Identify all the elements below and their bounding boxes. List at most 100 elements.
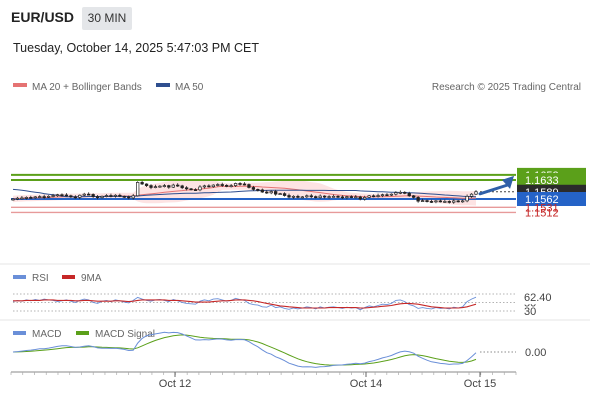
candles <box>11 180 478 204</box>
candle-down <box>349 196 353 198</box>
candle-up <box>162 185 167 187</box>
candle-up <box>46 195 51 198</box>
candle-up <box>100 195 104 199</box>
candle-up <box>158 185 162 188</box>
candle-down <box>176 184 180 187</box>
candle-up <box>443 201 447 203</box>
candle-down <box>282 193 287 196</box>
candle-down <box>91 194 95 197</box>
candle-up <box>460 200 465 203</box>
candle-up <box>202 185 207 188</box>
candle-down <box>69 195 73 198</box>
forecast-arrow-head <box>502 175 514 189</box>
candle-up <box>171 184 175 188</box>
chart-datetime: Tuesday, October 14, 2025 5:47:03 PM CET <box>13 41 259 55</box>
candle-up <box>452 200 456 203</box>
candle-down <box>220 184 224 186</box>
candle-down <box>29 197 33 199</box>
candle-down <box>260 189 264 193</box>
candle-up <box>198 186 202 191</box>
candle-down <box>340 196 345 199</box>
key-levels <box>11 173 516 214</box>
candle-down <box>87 193 91 196</box>
candle-up <box>269 191 273 194</box>
candle-down <box>429 201 434 203</box>
candle-up <box>113 194 118 197</box>
candle-down <box>225 184 229 187</box>
level-label-1.1531: 1.1531 <box>525 202 559 214</box>
candle-down <box>207 185 211 188</box>
candle-up <box>363 197 367 200</box>
candle-up <box>211 184 215 188</box>
candle-up <box>331 195 336 198</box>
candle-down <box>336 195 340 198</box>
instrument-symbol: EUR/USD <box>11 9 75 25</box>
candle-up <box>465 195 469 202</box>
candle-up <box>380 194 385 197</box>
candle-down <box>242 183 247 186</box>
candle-down <box>64 194 69 197</box>
legend-label-rsi-ma: 9MA <box>81 273 102 284</box>
copyright-text: Research © 2025 Trading Central <box>432 82 581 93</box>
forecast-arrow <box>478 175 514 196</box>
macd-panel: 0.00 <box>12 331 546 368</box>
candle-up <box>354 196 358 199</box>
legend-label-ma50: MA 50 <box>175 82 204 93</box>
rsi-last-label: 62.40 <box>524 292 552 304</box>
candle-up <box>33 196 37 199</box>
candle-up <box>20 197 24 200</box>
rsi-panel: 70503062.40 <box>12 289 555 318</box>
candle-down <box>251 187 256 190</box>
candle-down <box>247 184 251 188</box>
candle-down <box>371 195 376 198</box>
main-legend: MA 20 + Bollinger Bands MA 50 Research ©… <box>13 82 581 93</box>
candle-down <box>287 195 291 198</box>
candle-up <box>216 184 220 186</box>
candle-up <box>434 200 438 203</box>
legend-label-ma20: MA 20 + Bollinger Bands <box>32 82 142 93</box>
candle-down <box>109 195 113 197</box>
candle-down <box>416 197 420 202</box>
candle-down <box>456 200 460 203</box>
candle-down <box>265 191 269 194</box>
candle-down <box>118 194 122 197</box>
candle-up <box>278 193 282 195</box>
level-label-1.1562: 1.1562 <box>525 194 559 206</box>
legend-swatch-ma50 <box>156 83 170 87</box>
legend-swatch-macd <box>13 331 26 335</box>
candle-down <box>407 193 411 197</box>
timeframe-badge[interactable]: 30 MIN <box>82 7 132 30</box>
rsi-legend: RSI 9MA <box>13 273 102 284</box>
candle-up <box>305 195 309 198</box>
candle-up <box>291 195 296 198</box>
candle-up <box>136 182 140 197</box>
candle-down <box>314 196 318 199</box>
time-axis-label: Oct 15 <box>464 378 496 390</box>
level-tag-1.1633 <box>517 172 586 187</box>
candle-down <box>73 196 77 199</box>
rsi-tick-30: 30 <box>524 306 536 318</box>
candle-up <box>233 183 238 186</box>
candle-down <box>438 200 443 203</box>
level-tag-1.1562 <box>517 192 586 206</box>
candle-up <box>55 194 60 197</box>
candle-up <box>345 196 349 199</box>
candle-down <box>412 195 416 198</box>
legend-label-rsi: RSI <box>32 273 49 284</box>
candle-down <box>149 185 153 188</box>
macd-line <box>12 331 477 368</box>
candle-down <box>167 185 171 188</box>
candle-up <box>104 195 109 197</box>
candle-up <box>131 195 135 199</box>
level-label-1.1633: 1.1633 <box>525 175 559 187</box>
candle-down <box>95 196 100 199</box>
candle-down <box>184 187 189 190</box>
macd-last-label: 0.00 <box>525 347 546 359</box>
candle-up <box>153 186 158 189</box>
candle-up <box>15 197 20 200</box>
candle-up <box>24 197 29 199</box>
candle-down <box>322 195 327 198</box>
candle-up <box>389 193 394 196</box>
